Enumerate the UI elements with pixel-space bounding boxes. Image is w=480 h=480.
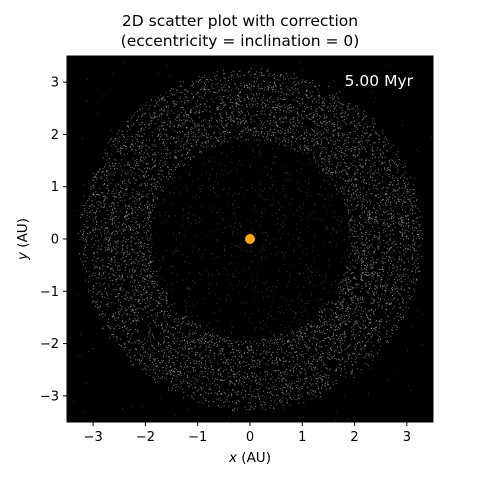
chart-subtitle: (eccentricity = inclination = 0) (120, 32, 360, 50)
central-star-marker (245, 234, 255, 244)
particle-cloud (73, 60, 434, 422)
x-axis-label-var: x (228, 450, 238, 466)
y-tick-label: −3 (40, 389, 59, 404)
y-tick-label: 3 (51, 76, 59, 91)
x-tick-label: −2 (136, 430, 155, 445)
y-tick-label: 1 (51, 180, 59, 195)
x-tick-label: −1 (188, 430, 207, 445)
y-axis-ticks: −3 −2 −1 0 1 2 3 (40, 76, 67, 404)
x-tick-label: 3 (403, 430, 411, 445)
y-tick-label: 0 (51, 233, 59, 248)
x-tick-label: 0 (246, 430, 254, 445)
y-axis-label-unit: (AU) (15, 218, 31, 252)
x-axis-label-unit: (AU) (237, 450, 271, 466)
chart-title: 2D scatter plot with correction (121, 12, 359, 30)
belt-particles (78, 68, 423, 412)
y-tick-label: −1 (40, 285, 59, 300)
y-tick-label: −2 (40, 337, 59, 352)
x-axis-label: x (AU) (228, 450, 271, 466)
y-axis-label-var: y (15, 251, 31, 261)
x-tick-label: 1 (298, 430, 306, 445)
time-annotation: 5.00 Myr (345, 72, 414, 90)
y-tick-label: 2 (51, 128, 59, 143)
y-axis-label: y (AU) (15, 218, 31, 261)
x-tick-label: −3 (84, 430, 103, 445)
x-tick-label: 2 (350, 430, 358, 445)
x-axis-ticks: −3 −2 −1 0 1 2 3 (84, 422, 411, 445)
